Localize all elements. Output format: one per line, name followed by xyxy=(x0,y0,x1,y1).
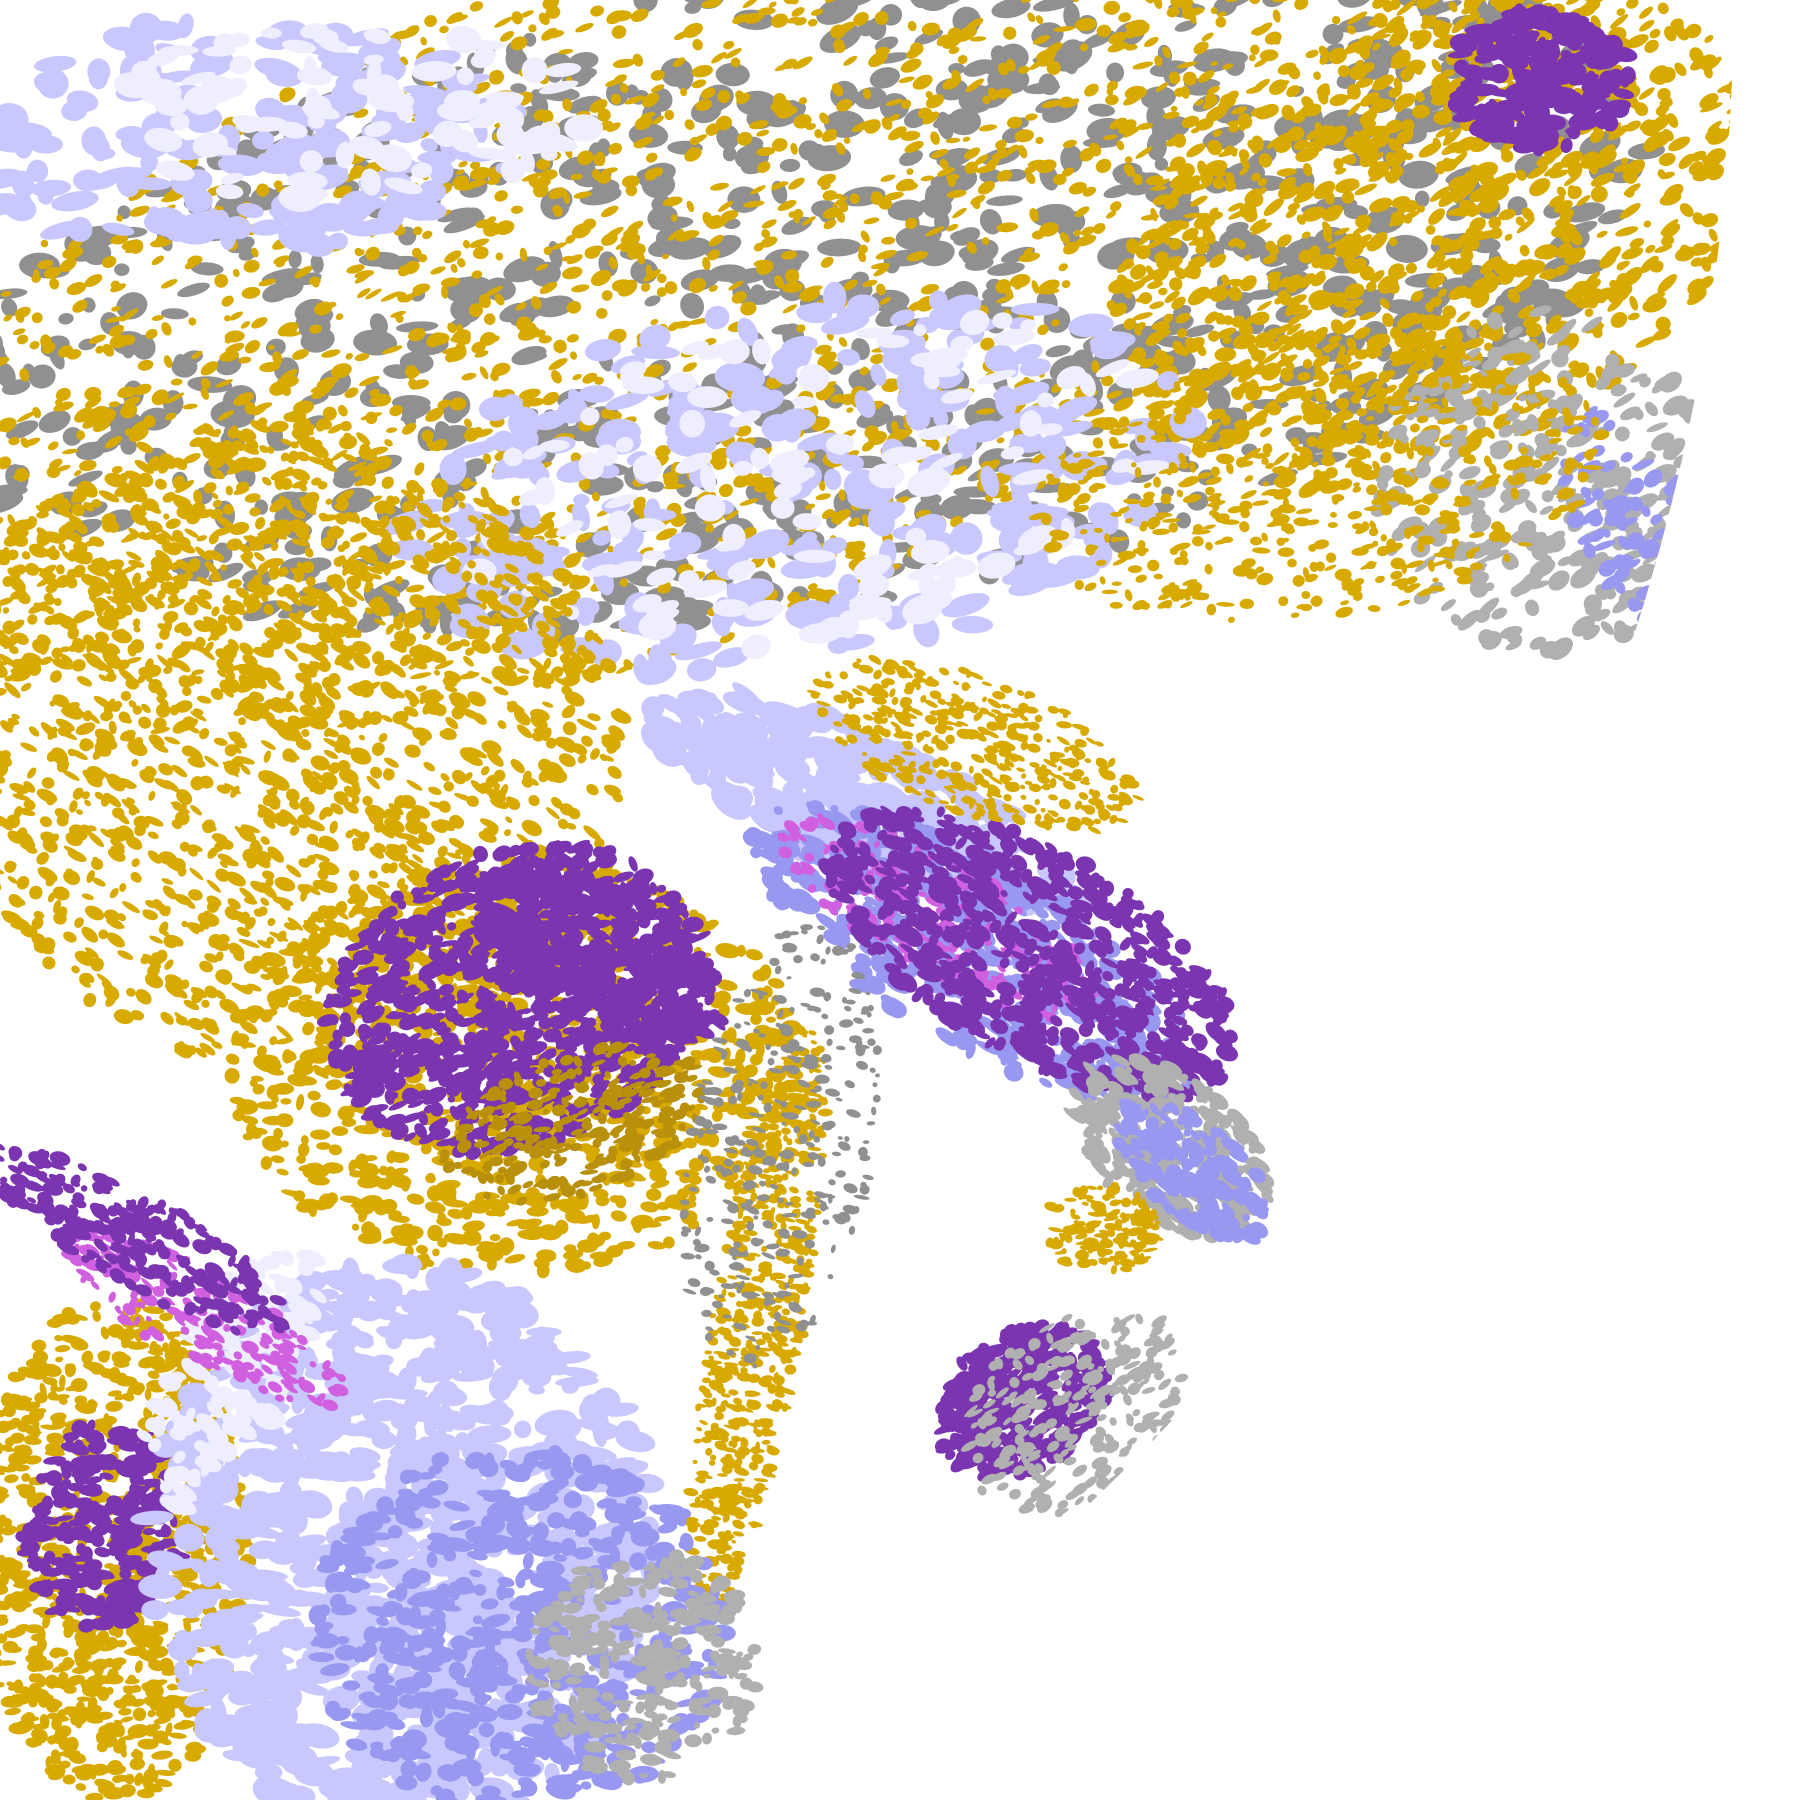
earth-disk xyxy=(0,0,1757,1800)
cloud-classification-map xyxy=(0,0,1800,1800)
